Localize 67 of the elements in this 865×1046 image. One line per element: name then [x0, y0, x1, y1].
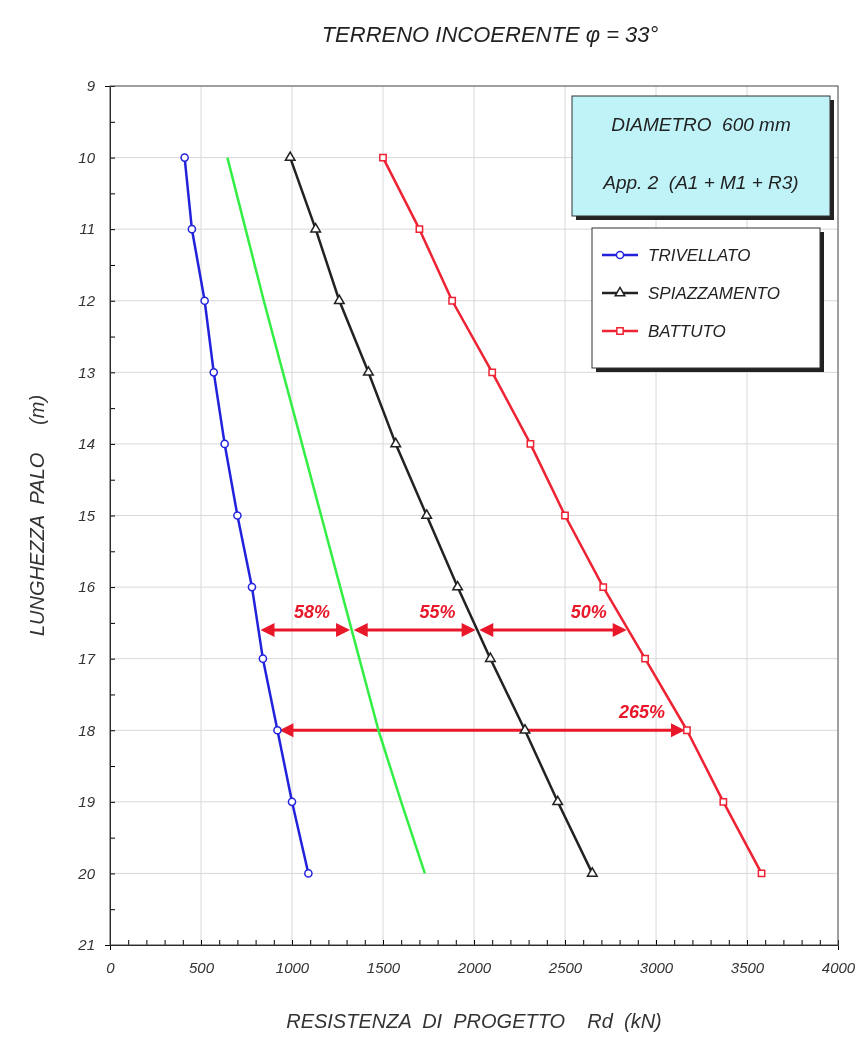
point [484, 652, 496, 663]
point [284, 151, 296, 162]
point [187, 224, 197, 234]
annotation: 265% [617, 702, 665, 723]
point [273, 725, 282, 735]
point [719, 797, 728, 806]
y-tick-label: 9 [86, 77, 96, 95]
y-tick-label: 14 [78, 435, 95, 453]
y-tick-label: 20 [77, 864, 96, 882]
y-tick-label: 16 [78, 578, 96, 596]
annotation: 58% [294, 602, 331, 623]
y-tick-label: 13 [78, 363, 96, 381]
legend-label: SPIAZZAMENTO [648, 284, 780, 303]
point [362, 366, 374, 376]
point [641, 654, 649, 663]
point [599, 583, 608, 591]
point [683, 726, 691, 735]
point [180, 153, 189, 162]
point [209, 368, 219, 377]
y-tick-label: 17 [78, 649, 96, 667]
x-tick-label: 2500 [547, 958, 583, 976]
y-tick-label: 11 [79, 220, 95, 238]
point [200, 296, 209, 306]
point [258, 654, 268, 663]
point [287, 797, 297, 807]
chart-title: TERRENO INCOERENTE φ = 33° [321, 22, 659, 47]
x-tick-label: 3000 [639, 958, 674, 976]
y-tick-label: 10 [78, 148, 96, 166]
y-tick-label: 21 [77, 936, 95, 954]
point [390, 437, 402, 448]
x-tick-label: 1000 [275, 958, 310, 976]
point [415, 225, 424, 234]
y-axis-title: LUNGHEZZA PALO (m) [26, 394, 48, 637]
x-tick-label: 3500 [730, 958, 765, 976]
y-tick-label: 15 [78, 506, 96, 524]
point [452, 580, 464, 591]
annotation: 50% [570, 602, 607, 623]
point [304, 869, 313, 878]
annotation: DIAMETRO 600 mm [611, 114, 791, 135]
y-tick-label: 19 [78, 793, 96, 811]
annotation: 55% [419, 602, 456, 623]
x-axis-title: RESISTENZA DI PROGETTO Rd (kN) [286, 1010, 662, 1032]
annotation: App. 2 (A1 + M1 + R3) [602, 172, 799, 193]
y-tick-label: 12 [78, 292, 96, 310]
x-tick-label: 0 [106, 958, 116, 976]
point [526, 440, 535, 448]
x-tick-label: 500 [188, 958, 215, 976]
legend-label: TRIVELLATO [648, 246, 751, 265]
x-tick-label: 1500 [366, 958, 401, 976]
info-box: DIAMETRO 600 mm App. 2 (A1 + M1 + R3) [571, 95, 834, 220]
point [586, 867, 598, 877]
legend-label: BATTUTO [648, 322, 726, 341]
point [333, 294, 345, 305]
point [561, 511, 569, 520]
point [552, 795, 564, 806]
point [379, 153, 387, 162]
point [488, 368, 497, 377]
point [233, 511, 242, 520]
x-tick-label: 4000 [821, 958, 856, 976]
point [448, 296, 457, 305]
x-tick-label: 2000 [456, 958, 492, 976]
point [421, 509, 433, 520]
point [247, 582, 257, 592]
y-tick-label: 18 [78, 721, 96, 739]
point [519, 723, 531, 734]
point [220, 439, 229, 449]
point [310, 222, 322, 233]
